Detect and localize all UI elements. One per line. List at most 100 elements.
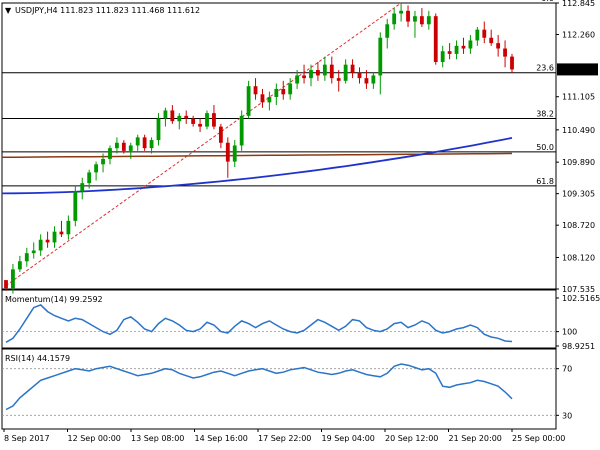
candle xyxy=(475,26,480,46)
candle xyxy=(281,80,286,100)
candle-body xyxy=(447,51,452,54)
trend-line xyxy=(5,2,402,286)
candle xyxy=(177,113,182,130)
indicator-tick-label: 100 xyxy=(562,328,577,337)
candle-body xyxy=(142,137,147,149)
candle-body xyxy=(274,88,279,97)
candle-body xyxy=(11,269,15,289)
momentum-panel-frame xyxy=(1,289,557,349)
candle-body xyxy=(24,253,29,262)
momentum-series: 102.5165 100 98.9251 xyxy=(2,294,600,351)
candle xyxy=(149,137,154,154)
candle-body xyxy=(59,231,64,235)
candle-body xyxy=(482,29,487,38)
candle-body xyxy=(121,142,126,151)
candle xyxy=(156,113,161,146)
price-tick-label: 107.535 xyxy=(562,285,595,294)
candle xyxy=(322,56,327,81)
candle xyxy=(267,91,272,111)
price-tick-label: 112.845 xyxy=(562,0,595,8)
rsi-panel-frame xyxy=(1,348,557,430)
candle-body xyxy=(454,45,459,54)
candle-body xyxy=(205,113,209,127)
price-tick-label: 108.720 xyxy=(562,221,595,230)
candle-body xyxy=(281,88,286,95)
candle xyxy=(454,40,459,60)
candle-body xyxy=(336,78,341,81)
candle-body xyxy=(177,115,182,122)
candle-body xyxy=(87,172,92,184)
candle xyxy=(59,220,64,238)
candle xyxy=(87,169,92,189)
candle-body xyxy=(232,145,237,162)
candle xyxy=(225,137,230,178)
trend-line-segment xyxy=(5,2,402,286)
candle-body xyxy=(253,86,258,95)
candle-body xyxy=(489,37,494,44)
candle xyxy=(205,110,209,130)
indicator-tick-label: 98.9251 xyxy=(562,342,595,351)
candle xyxy=(232,140,237,168)
candle xyxy=(413,10,417,38)
candle-body xyxy=(73,191,78,221)
candle xyxy=(253,78,258,100)
candle-body xyxy=(128,145,133,151)
candle-body xyxy=(163,110,168,119)
candle-body xyxy=(316,70,320,76)
candle xyxy=(198,118,202,132)
candle-body xyxy=(239,115,244,146)
candle-body xyxy=(108,148,112,159)
candle xyxy=(73,185,78,227)
candle-body xyxy=(329,64,334,79)
candle-body xyxy=(364,78,369,84)
price-tick-label: 112.260 xyxy=(562,31,595,40)
candle xyxy=(239,110,244,151)
candle-body xyxy=(198,123,202,127)
time-tick-label: 21 Sep 20:00 xyxy=(449,434,502,443)
candle xyxy=(336,70,341,92)
candle xyxy=(212,105,216,130)
candle xyxy=(496,35,501,57)
indicator-line xyxy=(5,304,513,343)
current-price-tag xyxy=(557,63,598,76)
candle-body xyxy=(357,72,362,79)
candle xyxy=(329,56,334,84)
candle xyxy=(468,35,473,54)
candle xyxy=(163,107,168,127)
candle xyxy=(426,10,431,30)
indicator-tick-label: 30 xyxy=(562,411,572,420)
candle-body xyxy=(385,24,390,38)
chevron-down-icon[interactable]: ▼ xyxy=(5,6,12,15)
price-tick-label: 108.120 xyxy=(562,253,595,262)
candle-body xyxy=(496,43,501,49)
fib-label: 50.0 xyxy=(536,143,554,152)
indicator-tick-label: 70 xyxy=(562,365,572,374)
candle xyxy=(128,142,133,159)
time-tick-label: 8 Sep 2017 xyxy=(4,434,50,443)
candle-body xyxy=(302,75,306,79)
price-axis: 112.845 112.260 111.105 110.490 109.890 109.3… xyxy=(556,0,598,294)
candle-body xyxy=(101,158,105,165)
candle-body xyxy=(45,239,50,243)
candle xyxy=(114,137,119,154)
candle-body xyxy=(371,75,376,84)
candle xyxy=(218,123,223,149)
candle-body xyxy=(191,118,196,124)
time-tick-label: 25 Sep 00:00 xyxy=(512,434,565,443)
candle xyxy=(4,280,8,291)
candle xyxy=(343,59,348,84)
candle-body xyxy=(475,29,480,41)
candle xyxy=(135,134,140,151)
candle-body xyxy=(149,140,154,149)
candle xyxy=(419,8,424,27)
price-tick-label: 109.890 xyxy=(562,158,595,167)
candle-body xyxy=(260,94,265,103)
ma-slow-line xyxy=(1,152,513,159)
candle xyxy=(378,32,383,95)
ma-fast-line xyxy=(1,137,513,195)
fib-label: 0.0 xyxy=(541,0,554,3)
candle xyxy=(440,45,445,68)
moving-averages xyxy=(1,137,513,195)
candle-body xyxy=(31,250,36,254)
candle xyxy=(66,215,71,240)
